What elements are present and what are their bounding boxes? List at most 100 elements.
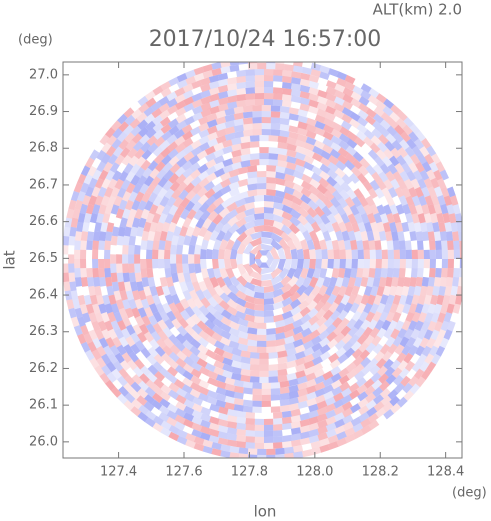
radar-cell: [350, 166, 362, 177]
radar-cell: [447, 240, 454, 250]
radar-cell: [318, 330, 330, 341]
radar-cell: [146, 249, 153, 259]
radar-cell: [336, 431, 347, 441]
radar-cell: [254, 316, 264, 323]
radar-cell: [146, 268, 154, 278]
radar-cell: [159, 276, 168, 288]
radar-cell: [396, 352, 407, 364]
radar-cell: [197, 337, 209, 348]
radar-cell: [152, 422, 164, 433]
radar-cell: [333, 249, 340, 259]
radar-cell: [303, 259, 310, 270]
radar-cell: [200, 89, 211, 99]
radar-cell: [143, 285, 152, 297]
radar-cell: [110, 120, 122, 132]
radar-cell: [151, 108, 163, 119]
radar-cell: [414, 186, 424, 198]
radar-cell: [123, 226, 132, 237]
radar-cell: [152, 294, 161, 306]
radar-cell: [236, 88, 247, 96]
radar-cell: [268, 135, 279, 142]
radar-cell: [314, 300, 325, 312]
radar-cell: [318, 177, 330, 188]
radar-cell: [270, 259, 280, 272]
radar-cell: [279, 380, 290, 388]
radar-cell: [207, 131, 218, 141]
radar-cell: [222, 164, 234, 174]
radar-cell: [405, 268, 412, 278]
radar-cell: [118, 307, 128, 319]
radar-cell: [256, 334, 267, 341]
radar-cell: [338, 140, 350, 151]
radar-cell: [226, 439, 237, 447]
radar-cell: [288, 230, 299, 242]
radar-cell: [122, 272, 130, 283]
radar-cell: [128, 235, 136, 246]
radar-cell: [272, 226, 284, 237]
radar-cell: [235, 217, 247, 228]
radar-cell: [189, 272, 198, 283]
radar-cell: [85, 303, 95, 315]
radar-cell: [346, 369, 358, 380]
radar-cell: [331, 221, 341, 233]
radar-cell: [229, 452, 240, 458]
radar-cell: [253, 291, 264, 299]
radar-cell: [385, 374, 397, 385]
radar-cell: [254, 442, 264, 449]
radar-cell: [244, 295, 256, 304]
radar-cell: [110, 204, 120, 215]
radar-cell: [450, 195, 459, 206]
radar-cell: [264, 219, 275, 227]
radar-cell: [145, 183, 156, 195]
radar-cell: [101, 153, 111, 165]
radar-cell: [373, 394, 384, 405]
radar-cell: [322, 144, 333, 154]
radar-cell: [270, 105, 281, 112]
radar-cell: [452, 204, 461, 215]
radar-cell: [110, 263, 117, 274]
radar-cell: [114, 352, 125, 364]
radar-cell: [344, 196, 355, 208]
radar-cell: [224, 114, 235, 123]
radar-cell: [209, 105, 220, 115]
radar-cell: [389, 395, 401, 407]
radar-cell: [344, 268, 352, 279]
radar-cell: [448, 294, 457, 305]
radar-cell: [315, 308, 327, 320]
radar-cell: [279, 398, 290, 407]
radar-cell: [310, 221, 321, 233]
radar-cell: [146, 259, 153, 269]
radar-cell: [323, 190, 335, 201]
radar-cell: [333, 399, 345, 409]
radar-cell: [185, 225, 195, 237]
radar-cell: [63, 235, 70, 246]
radar-cell: [136, 226, 144, 237]
radar-cell: [242, 242, 254, 255]
radar-cell: [134, 315, 145, 327]
radar-cell: [154, 346, 166, 357]
radar-cell: [70, 217, 79, 228]
radar-cell: [417, 294, 426, 305]
radar-cell: [456, 285, 462, 296]
radar-cell: [85, 157, 95, 169]
radar-cell: [247, 448, 258, 455]
radar-cell: [138, 126, 149, 138]
radar-cell: [273, 418, 283, 425]
radar-cell: [348, 382, 360, 393]
radar-cell: [181, 384, 193, 394]
radar-cell: [427, 204, 436, 215]
radar-cell: [281, 410, 292, 418]
radar-cell: [337, 197, 349, 209]
radar-cell: [314, 140, 325, 150]
radar-cell: [383, 328, 394, 339]
radar-cell: [413, 368, 425, 380]
radar-cell: [426, 361, 437, 373]
radar-cell: [191, 99, 203, 109]
radar-cell: [224, 120, 235, 129]
radar-cell: [114, 328, 124, 340]
radar-cell: [149, 204, 159, 215]
radar-cell: [325, 422, 337, 432]
radar-cell: [290, 208, 302, 220]
radar-cell: [252, 111, 262, 118]
radar-cell: [392, 212, 402, 224]
